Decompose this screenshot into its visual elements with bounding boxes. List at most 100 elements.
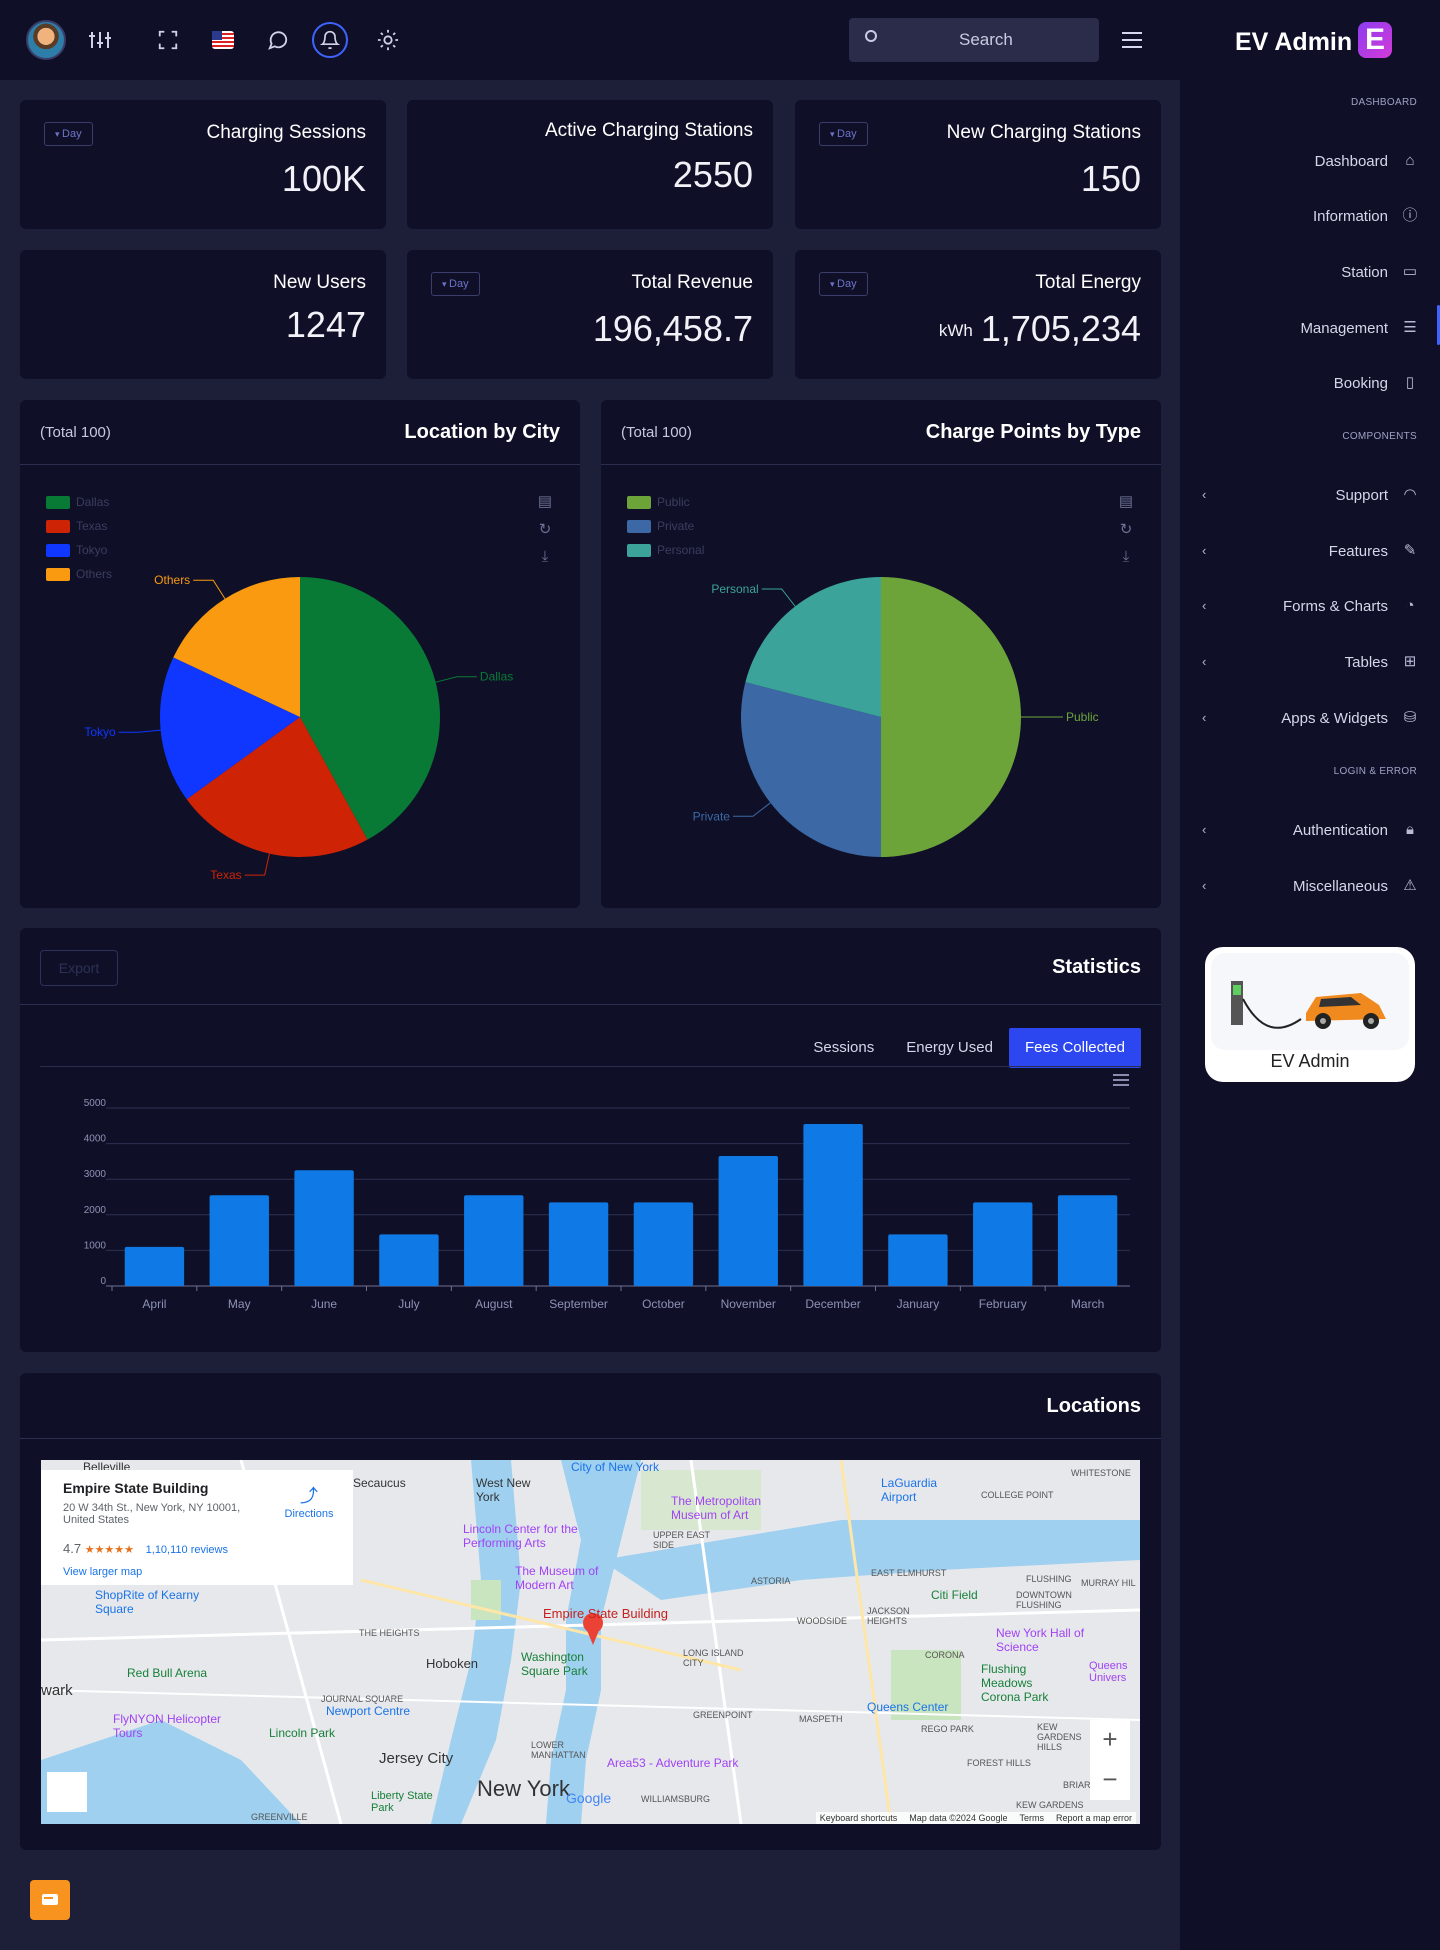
- terms-link[interactable]: Terms: [1019, 1813, 1044, 1823]
- sliders-icon[interactable]: [80, 20, 120, 60]
- reviews-link[interactable]: 1,10,110 reviews: [145, 1544, 228, 1556]
- bar[interactable]: [633, 1202, 694, 1286]
- map-label-newport: Newport Centre: [326, 1704, 411, 1718]
- bar[interactable]: [718, 1156, 778, 1286]
- map-label-queens-univ: Queens Univers: [1089, 1660, 1128, 1684]
- kpi-value: 2550: [672, 154, 753, 195]
- legend-item[interactable]: Private: [627, 514, 704, 538]
- pie-slice[interactable]: [741, 682, 881, 857]
- google-map[interactable]: Empire State Building New York Hoboken J…: [41, 1460, 1140, 1824]
- larger-map-link[interactable]: View larger map: [63, 1566, 143, 1578]
- zoom-out-button[interactable]: −: [1090, 1760, 1130, 1800]
- directions-button[interactable]: ⤴ Directions: [279, 1482, 339, 1520]
- legend-item[interactable]: Dallas: [46, 490, 112, 514]
- legend-item[interactable]: Texas: [46, 514, 112, 538]
- kpi-title: Active Charging Stations: [544, 120, 753, 141]
- legend-item[interactable]: Public: [627, 490, 704, 514]
- brand-name[interactable]: EV Admin: [1235, 28, 1353, 56]
- pie-slice[interactable]: [300, 577, 440, 840]
- document-icon[interactable]: ▤: [1118, 493, 1134, 510]
- kpi-card-new-stations: Day New Charging Stations 150: [795, 100, 1161, 229]
- bar[interactable]: [973, 1202, 1033, 1286]
- fullscreen-icon[interactable]: [148, 20, 188, 60]
- refresh-icon[interactable]: ↻: [1119, 521, 1133, 538]
- bell-icon[interactable]: [312, 22, 348, 58]
- chat-fab-button[interactable]: [30, 1880, 70, 1920]
- document-icon[interactable]: ▤: [537, 493, 553, 510]
- zoom-in-button[interactable]: +: [1090, 1720, 1130, 1760]
- sidebar-item-support[interactable]: ‹ Support ◠: [1180, 479, 1440, 513]
- map-label-forest-hills: FOREST HILLS: [967, 1758, 1031, 1768]
- pie-data-label: Public: [1066, 710, 1099, 724]
- map-label-rego-park: REGO PARK: [921, 1724, 974, 1734]
- sidebar-item-management[interactable]: Management ☰: [1180, 312, 1440, 346]
- us-flag-icon[interactable]: [203, 20, 243, 60]
- bar[interactable]: [209, 1195, 269, 1286]
- place-info-card: Empire State Building 20 W 34th St., New…: [41, 1470, 353, 1585]
- sidebar-item-miscellaneous[interactable]: ‹ Miscellaneous ⚠: [1180, 870, 1440, 904]
- legend-item[interactable]: Personal: [627, 538, 704, 562]
- bar[interactable]: [888, 1234, 948, 1286]
- map-label-new-york: New York: [477, 1776, 570, 1801]
- street-view-button[interactable]: [47, 1772, 87, 1812]
- period-dropdown[interactable]: Day: [44, 122, 93, 146]
- sidebar-item-information[interactable]: Information ⓘ: [1180, 200, 1440, 234]
- battery-icon: ▭: [1402, 263, 1418, 280]
- sun-icon[interactable]: [368, 20, 408, 60]
- kpi-value: kWh 1,705,234: [939, 308, 1141, 350]
- refresh-icon[interactable]: ↻: [538, 521, 552, 538]
- chart-menu-icon[interactable]: [1113, 1071, 1129, 1086]
- export-button[interactable]: Export: [40, 950, 118, 986]
- chat-icon[interactable]: [258, 20, 298, 60]
- map-label-briar: BRIAR: [1063, 1780, 1091, 1790]
- chart-toolbar: ▤ ↻ ⤓: [536, 492, 554, 576]
- legend-item[interactable]: Others: [46, 562, 112, 586]
- sidebar-item-station[interactable]: Station ▭: [1180, 256, 1440, 290]
- menu-icon[interactable]: [1122, 32, 1142, 48]
- download-icon[interactable]: ⤓: [1122, 548, 1130, 565]
- bar[interactable]: [464, 1195, 524, 1286]
- bar[interactable]: [1057, 1195, 1118, 1286]
- period-dropdown[interactable]: Day: [819, 272, 868, 296]
- keyboard-shortcuts-link[interactable]: Keyboard shortcuts: [819, 1813, 898, 1823]
- x-tick-label: February: [979, 1297, 1027, 1311]
- sidebar-item-features[interactable]: ‹ Features ✎: [1180, 535, 1440, 569]
- bar[interactable]: [803, 1124, 863, 1286]
- tab-energy-used[interactable]: Energy Used: [906, 1039, 993, 1056]
- pie-label-leader: [435, 676, 477, 683]
- legend-item[interactable]: Tokyo: [46, 538, 112, 562]
- bar[interactable]: [294, 1170, 354, 1286]
- pie-slice[interactable]: [160, 657, 300, 800]
- sidebar-item-apps-widgets[interactable]: ‹ Apps & Widgets ⛁: [1180, 702, 1440, 736]
- bar[interactable]: [379, 1234, 439, 1286]
- edit-icon: ✎: [1403, 542, 1417, 559]
- pie-slice[interactable]: [173, 577, 300, 717]
- brand-logo[interactable]: E: [1358, 22, 1392, 58]
- period-dropdown[interactable]: Day: [819, 122, 868, 146]
- pie-data-label: Texas: [210, 868, 241, 882]
- bar[interactable]: [124, 1246, 185, 1286]
- map-label-whitestone: WHITESTONE: [1071, 1468, 1131, 1478]
- kpi-value: 196,458.7: [592, 308, 753, 349]
- city-pie-chart: Dallas Texas Tokyo Others: [84, 573, 513, 882]
- bar[interactable]: [548, 1202, 609, 1286]
- rating-value: 4.7: [63, 1541, 82, 1556]
- city-chart-card: (Total 100) Location by City Dallas Texas…: [20, 400, 580, 908]
- period-dropdown[interactable]: Day: [431, 272, 480, 296]
- report-error-link[interactable]: Report a map error: [1055, 1813, 1132, 1823]
- sidebar-item-tables[interactable]: ‹ Tables ⊞: [1180, 646, 1440, 680]
- download-icon[interactable]: ⤓: [541, 548, 549, 565]
- pie-slice[interactable]: [745, 577, 881, 717]
- pie-slice[interactable]: [881, 577, 1021, 857]
- sidebar-item-dashboard[interactable]: Dashboard ⌂: [1180, 145, 1440, 179]
- tab-fees-collected[interactable]: Fees Collected: [1008, 1028, 1141, 1068]
- sidebar-item-booking[interactable]: Booking ▯: [1180, 367, 1440, 401]
- user-avatar[interactable]: [26, 20, 66, 60]
- map-label-corona: CORONA: [925, 1650, 965, 1660]
- promo-card[interactable]: EV Admin: [1205, 947, 1415, 1082]
- pie-slice[interactable]: [186, 717, 368, 857]
- sidebar-item-forms-charts[interactable]: ‹ Forms & Charts ◔: [1180, 590, 1440, 624]
- search-box[interactable]: Search: [849, 18, 1099, 62]
- sidebar-item-authentication[interactable]: ‹ Authentication 🔒︎: [1180, 814, 1440, 848]
- tab-sessions[interactable]: Sessions: [813, 1039, 875, 1056]
